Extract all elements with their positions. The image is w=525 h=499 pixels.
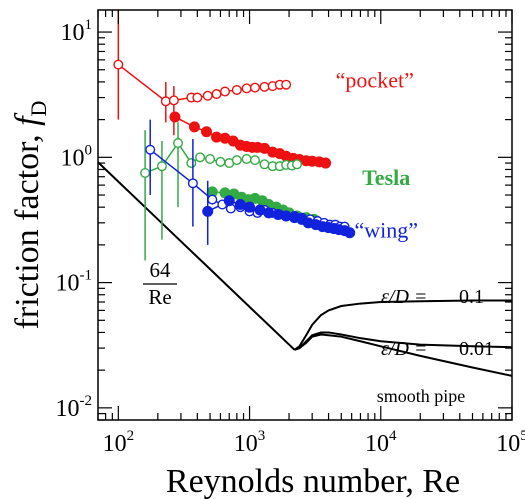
x-axis-label: Reynolds number, Re bbox=[166, 463, 460, 499]
filled-point-0-19 bbox=[320, 157, 332, 169]
open-point-0-6 bbox=[211, 89, 222, 100]
y-axis-label: friction factor, fD bbox=[9, 101, 51, 330]
y-tick-exp: 1 bbox=[85, 17, 93, 33]
open-point-0-10 bbox=[249, 82, 260, 93]
curve-1 bbox=[293, 299, 512, 351]
y-axis-label-text: friction factor, bbox=[9, 126, 46, 330]
filled-point-0-2 bbox=[201, 126, 213, 138]
open-point-1-1 bbox=[156, 161, 167, 172]
eps-label-01: ε/D = bbox=[381, 286, 427, 308]
x-tick-base: 10 bbox=[234, 431, 258, 457]
laminar-denominator: Re bbox=[148, 285, 171, 309]
y-tick-label: 10-1 bbox=[56, 268, 93, 297]
filled-point-2-1 bbox=[223, 195, 235, 207]
x-tick-exp: 5 bbox=[520, 428, 525, 444]
open-point-1-5 bbox=[205, 153, 216, 164]
x-tick-exp: 3 bbox=[258, 428, 266, 444]
x-tick-exp: 4 bbox=[389, 428, 397, 444]
y-axis-label-subscript: D bbox=[26, 101, 51, 117]
x-tick-label: 104 bbox=[365, 428, 397, 457]
open-point-0-4 bbox=[192, 92, 203, 103]
text-layer: Reynolds number, Re friction factor, fD “p… bbox=[9, 68, 494, 499]
filled-point-2-5 bbox=[263, 207, 275, 219]
eps-value-001: 0.01 bbox=[459, 338, 494, 360]
open-point-0-9 bbox=[241, 83, 252, 94]
open-point-1-11 bbox=[259, 159, 270, 170]
filled-point-2-0 bbox=[202, 205, 214, 217]
filled-point-2-3 bbox=[244, 201, 256, 213]
open-point-1-8 bbox=[231, 155, 242, 166]
open-point-1-9 bbox=[241, 153, 252, 164]
open-point-1-4 bbox=[195, 152, 206, 163]
open-point-1-10 bbox=[249, 155, 260, 166]
open-point-0-7 bbox=[220, 86, 231, 97]
open-point-2-0 bbox=[145, 144, 156, 155]
laminar-numerator: 64 bbox=[150, 258, 172, 282]
y-tick-exp: -2 bbox=[80, 393, 93, 409]
series-label-1: Tesla bbox=[362, 165, 410, 190]
x-tick-label: 103 bbox=[234, 428, 266, 457]
open-point-0-8 bbox=[231, 84, 242, 95]
open-point-0-0 bbox=[113, 59, 124, 70]
series-0 bbox=[113, 10, 332, 169]
y-tick-base: 10 bbox=[61, 20, 85, 46]
y-tick-base: 10 bbox=[56, 396, 80, 422]
open-point-2-2 bbox=[207, 194, 218, 205]
open-point-0-2 bbox=[168, 95, 179, 106]
y-tick-base: 10 bbox=[61, 145, 85, 171]
open-point-1-2 bbox=[173, 138, 184, 149]
filled-point-2-2 bbox=[234, 199, 246, 211]
curve-3 bbox=[294, 333, 512, 377]
filled-point-0-1 bbox=[188, 121, 200, 133]
series-line-open-0 bbox=[117, 63, 287, 103]
open-point-0-5 bbox=[202, 90, 213, 101]
curves-layer bbox=[98, 161, 512, 377]
series-2 bbox=[145, 119, 356, 245]
curve-2 bbox=[294, 331, 512, 351]
y-tick-label: 100 bbox=[61, 142, 93, 171]
series-label-2: “wing” bbox=[354, 217, 418, 242]
y-tick-label: 101 bbox=[61, 17, 93, 46]
x-tick-base: 10 bbox=[365, 431, 389, 457]
curve-0 bbox=[98, 161, 296, 351]
x-tick-base: 10 bbox=[103, 431, 127, 457]
y-tick-exp: -1 bbox=[80, 268, 93, 284]
series-layer bbox=[113, 10, 356, 261]
x-tick-exp: 2 bbox=[127, 428, 134, 444]
x-tick-base: 10 bbox=[496, 431, 520, 457]
open-point-1-3 bbox=[186, 158, 197, 169]
smooth-pipe-label: smooth pipe bbox=[377, 386, 466, 406]
eps-label-001: ε/D = bbox=[381, 338, 427, 360]
y-tick-base: 10 bbox=[56, 271, 80, 297]
y-tick-exp: 0 bbox=[85, 142, 93, 158]
eps-value-01: 0.1 bbox=[459, 286, 484, 308]
series-1 bbox=[140, 122, 320, 261]
open-point-0-14 bbox=[281, 79, 292, 90]
open-point-0-11 bbox=[259, 81, 270, 92]
open-point-0-1 bbox=[160, 96, 171, 107]
open-point-1-6 bbox=[215, 156, 226, 167]
open-point-2-1 bbox=[187, 178, 198, 189]
open-point-1-16 bbox=[292, 159, 303, 170]
filled-point-0-0 bbox=[169, 111, 181, 123]
x-tick-label: 105 bbox=[496, 428, 525, 457]
series-label-0: “pocket” bbox=[336, 68, 414, 93]
x-tick-label: 102 bbox=[103, 428, 134, 457]
y-tick-label: 10-2 bbox=[56, 393, 93, 422]
filled-point-2-17 bbox=[344, 227, 356, 239]
plot-frame bbox=[97, 9, 513, 421]
open-point-1-0 bbox=[140, 167, 151, 178]
